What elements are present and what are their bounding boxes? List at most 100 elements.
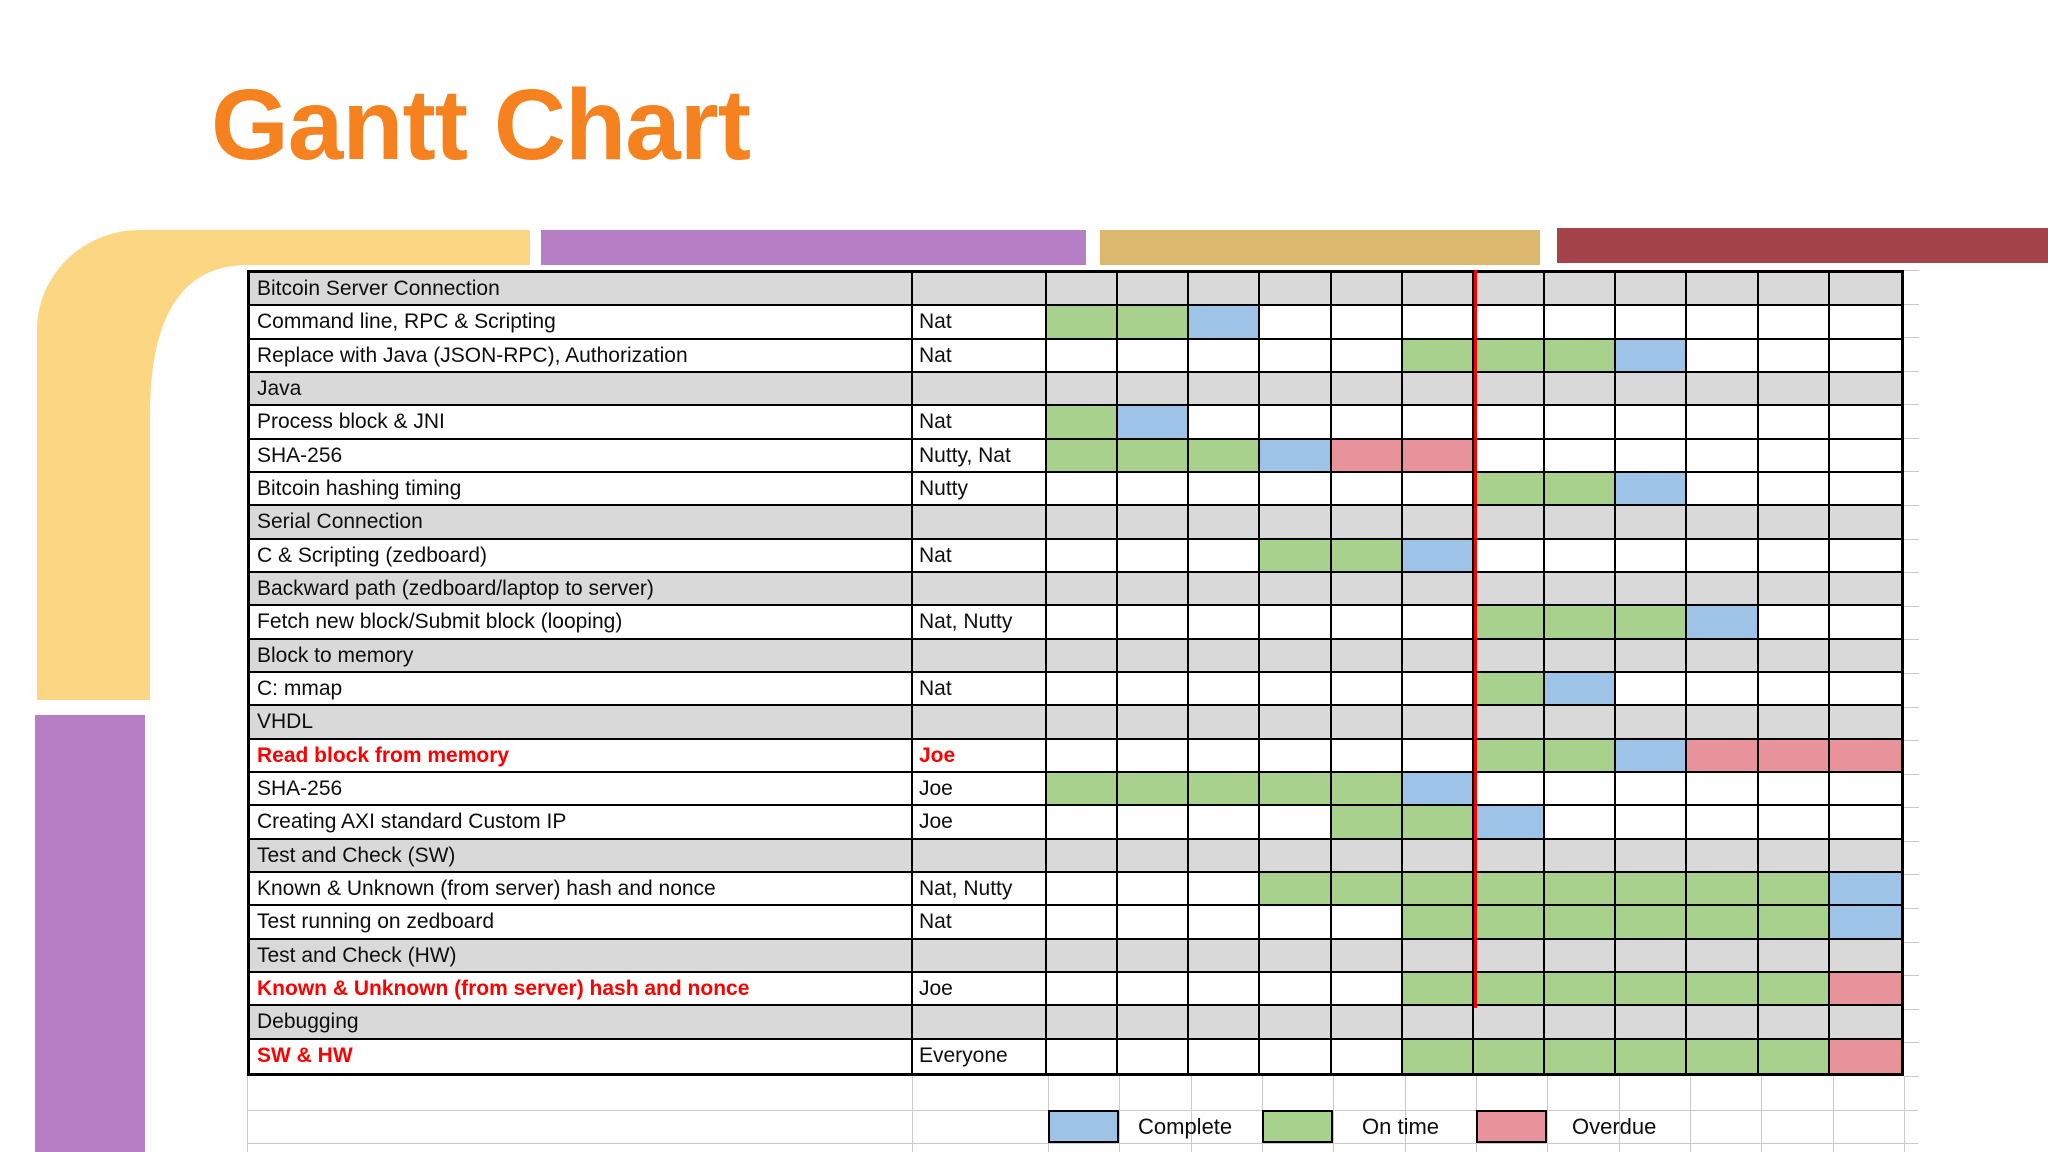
gantt-cell-empty <box>1118 1006 1190 1040</box>
group-row-label: Bitcoin Server Connection <box>250 273 913 307</box>
gantt-cell-empty <box>1189 339 1261 373</box>
gantt-cell-on_time <box>1331 539 1403 573</box>
gantt-cell-empty <box>1331 572 1403 607</box>
gantt-cell-empty <box>1687 339 1759 373</box>
gantt-cell-overdue <box>1829 972 1901 1007</box>
gridline <box>1619 1076 1620 1152</box>
gantt-cell-empty <box>1616 539 1688 573</box>
gantt-cell-empty <box>1260 906 1332 940</box>
gantt-cell-empty <box>1332 1039 1403 1073</box>
gantt-cell-on_time <box>1402 339 1474 373</box>
gantt-cell-empty <box>1047 472 1119 507</box>
gantt-cell-empty <box>1402 372 1474 407</box>
gantt-cell-empty <box>1402 273 1474 307</box>
gantt-cell-empty <box>1829 540 1901 573</box>
gantt-cell-empty <box>1473 406 1546 440</box>
gantt-cell-empty <box>1473 639 1546 673</box>
gantt-cell-empty <box>1331 606 1403 640</box>
gantt-cell-empty <box>1118 739 1190 773</box>
gantt-cell-empty <box>1687 939 1759 973</box>
gantt-cell-on_time <box>1260 539 1332 573</box>
gantt-cell-complete <box>1260 439 1332 473</box>
gantt-cell-empty <box>1545 939 1617 973</box>
gantt-cell-empty <box>1118 339 1190 373</box>
gantt-cell-on_time <box>1047 306 1119 340</box>
gantt-cell-empty <box>1758 706 1830 740</box>
gantt-cell-empty <box>1189 472 1261 507</box>
assignee-cell <box>913 572 1047 607</box>
gantt-cell-empty <box>1829 806 1901 840</box>
legend-label-complete: Complete <box>1138 1114 1233 1139</box>
task-row-label: Known & Unknown (from server) hash and n… <box>250 972 913 1007</box>
gantt-cell-empty <box>1189 273 1261 307</box>
assignee-cell: Joe <box>913 739 1047 773</box>
gantt-cell-overdue <box>1687 739 1759 773</box>
gantt-cell-empty <box>1545 1006 1617 1040</box>
gantt-cell-empty <box>1260 273 1332 307</box>
gantt-cell-empty <box>1118 372 1190 407</box>
gantt-cell-on_time <box>1758 1039 1830 1073</box>
gantt-cell-empty <box>1118 806 1190 840</box>
gantt-cell-on_time <box>1616 606 1688 640</box>
group-row-label: Test and Check (HW) <box>250 939 913 973</box>
gantt-cell-empty <box>1473 939 1546 973</box>
gridline <box>1904 874 1919 875</box>
assignee-cell: Nat, Nutty <box>913 872 1047 907</box>
legend-label-on_time: On time <box>1362 1114 1440 1139</box>
gantt-cell-empty <box>1829 606 1901 640</box>
gantt-cell-empty <box>1260 639 1332 673</box>
gantt-cell-empty <box>1402 406 1474 440</box>
gantt-cell-on_time <box>1402 972 1474 1007</box>
gantt-cell-empty <box>1758 939 1830 973</box>
gantt-cell-empty <box>1118 1039 1190 1073</box>
task-row-label: Test running on zedboard <box>250 906 913 940</box>
gantt-cell-on_time <box>1687 1039 1759 1073</box>
gantt-cell-empty <box>1473 273 1546 307</box>
assignee-cell: Nat <box>913 406 1047 440</box>
gantt-cell-empty <box>1616 273 1688 307</box>
gantt-cell-empty <box>1829 939 1901 973</box>
gantt-cell-on_time <box>1260 772 1332 807</box>
deco-left-bar-purple <box>35 715 145 1152</box>
gantt-cell-complete <box>1402 772 1474 807</box>
gantt-cell-empty <box>1047 1039 1119 1073</box>
gantt-cell-empty <box>1829 273 1901 307</box>
task-row-label: Replace with Java (JSON-RPC), Authorizat… <box>250 339 913 373</box>
gantt-cell-complete <box>1402 539 1474 573</box>
gantt-cell-empty <box>1473 772 1546 807</box>
gantt-cell-empty <box>1260 939 1332 973</box>
gantt-cell-empty <box>1260 706 1332 740</box>
gantt-cell-complete <box>1118 406 1190 440</box>
deco-bar-maroon <box>1557 228 2048 263</box>
gantt-cell-empty <box>1616 772 1688 807</box>
task-row-label: Fetch new block/Submit block (looping) <box>250 606 913 640</box>
gridline <box>1904 471 1919 472</box>
gantt-cell-empty <box>1758 1006 1830 1040</box>
gantt-cell-empty <box>1829 473 1901 507</box>
assignee-cell <box>913 939 1047 973</box>
gantt-cell-empty <box>1758 406 1830 440</box>
gantt-cell-empty <box>1758 506 1830 540</box>
gantt-cell-empty <box>1616 706 1688 740</box>
gantt-cell-on_time <box>1758 972 1830 1007</box>
group-row-label: Serial Connection <box>250 506 913 540</box>
assignee-cell: Nat <box>913 672 1047 707</box>
gridline <box>1761 1076 1762 1152</box>
task-row-label: Creating AXI standard Custom IP <box>250 806 913 840</box>
gantt-cell-empty <box>1118 506 1190 540</box>
gantt-cell-on_time <box>1473 472 1546 507</box>
gridline <box>1690 1076 1691 1152</box>
gantt-cell-on_time <box>1616 1039 1688 1073</box>
gantt-cell-empty <box>1402 739 1474 773</box>
gantt-cell-empty <box>1758 372 1830 407</box>
gantt-cell-empty <box>1402 672 1474 707</box>
gantt-cell-empty <box>1047 672 1119 707</box>
gantt-cell-empty <box>1687 572 1759 607</box>
gantt-cell-empty <box>1758 439 1830 473</box>
gantt-cell-empty <box>1047 506 1119 540</box>
gantt-cell-empty <box>1545 839 1617 873</box>
gantt-cell-empty <box>1189 506 1261 540</box>
gantt-cell-empty <box>1260 972 1332 1007</box>
gantt-cell-empty <box>1189 572 1261 607</box>
gantt-cell-empty <box>1118 539 1190 573</box>
